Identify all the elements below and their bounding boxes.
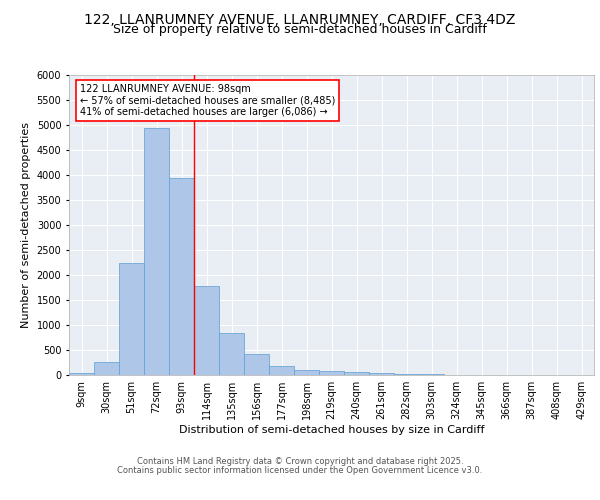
- Text: Contains HM Land Registry data © Crown copyright and database right 2025.: Contains HM Land Registry data © Crown c…: [137, 458, 463, 466]
- Text: 122 LLANRUMNEY AVENUE: 98sqm
← 57% of semi-detached houses are smaller (8,485)
4: 122 LLANRUMNEY AVENUE: 98sqm ← 57% of se…: [79, 84, 335, 117]
- Text: Contains public sector information licensed under the Open Government Licence v3: Contains public sector information licen…: [118, 466, 482, 475]
- Text: Size of property relative to semi-detached houses in Cardiff: Size of property relative to semi-detach…: [113, 22, 487, 36]
- X-axis label: Distribution of semi-detached houses by size in Cardiff: Distribution of semi-detached houses by …: [179, 425, 484, 435]
- Bar: [294, 370, 319, 375]
- Bar: [219, 332, 244, 375]
- Bar: [144, 128, 169, 375]
- Bar: [194, 286, 219, 375]
- Bar: [119, 262, 144, 375]
- Bar: [369, 373, 394, 375]
- Y-axis label: Number of semi-detached properties: Number of semi-detached properties: [21, 122, 31, 328]
- Bar: [419, 374, 444, 375]
- Bar: [319, 371, 344, 375]
- Bar: [94, 362, 119, 375]
- Bar: [169, 178, 194, 375]
- Bar: [244, 354, 269, 375]
- Bar: [394, 374, 419, 375]
- Bar: [344, 372, 369, 375]
- Bar: [69, 372, 94, 375]
- Text: 122, LLANRUMNEY AVENUE, LLANRUMNEY, CARDIFF, CF3 4DZ: 122, LLANRUMNEY AVENUE, LLANRUMNEY, CARD…: [85, 12, 515, 26]
- Bar: [269, 366, 294, 375]
